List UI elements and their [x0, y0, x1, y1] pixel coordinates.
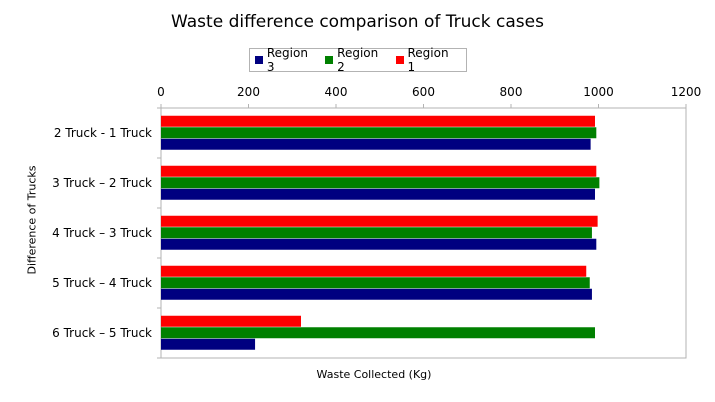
y-tick-label: 3 Truck – 2 Truck	[52, 176, 152, 190]
bar-region-2-4-truck-3-truck	[161, 227, 592, 239]
x-axis-label: Waste Collected (Kg)	[316, 368, 432, 381]
bar-region-3-2-truck-1-truck	[161, 138, 591, 150]
bar-region-2-2-truck-1-truck	[161, 127, 597, 139]
bar-region-1-2-truck-1-truck	[161, 115, 595, 127]
bar-region-1-4-truck-3-truck	[161, 215, 598, 227]
bar-region-1-5-truck-4-truck	[161, 265, 587, 277]
legend-swatch-region-2	[325, 56, 334, 64]
y-axis-label: Difference of Trucks	[25, 165, 39, 275]
legend-swatch-region-3	[255, 56, 263, 64]
bar-region-3-5-truck-4-truck	[161, 288, 592, 300]
legend: Region 3 Region 2 Region 1	[249, 46, 467, 74]
legend-item-region-3: Region 3	[255, 46, 318, 74]
y-tick-label: 4 Truck – 3 Truck	[52, 226, 152, 240]
legend-swatch-region-1	[395, 56, 404, 64]
legend-label-region-3: Region 3	[266, 46, 308, 74]
x-tick-label: 800	[500, 85, 523, 99]
bar-region-1-3-truck-2-truck	[161, 165, 597, 177]
x-tick-label: 200	[237, 85, 260, 99]
bar-region-2-3-truck-2-truck	[161, 177, 600, 189]
legend-item-region-1: Region 1	[395, 46, 459, 74]
x-tick-label: 1000	[583, 85, 614, 99]
legend-label-region-2: Region 2	[337, 46, 379, 74]
y-tick-label: 6 Truck – 5 Truck	[52, 326, 152, 340]
x-tick-label: 0	[157, 85, 165, 99]
y-tick-label: 2 Truck - 1 Truck	[54, 126, 152, 140]
bar-region-1-6-truck-5-truck	[161, 315, 301, 327]
legend-item-region-2: Region 2	[325, 46, 388, 74]
x-tick-label: 600	[412, 85, 435, 99]
bar-region-2-6-truck-5-truck	[161, 327, 595, 339]
bar-region-3-3-truck-2-truck	[161, 188, 595, 200]
bar-region-3-6-truck-5-truck	[161, 338, 256, 350]
x-tick-label: 1200	[671, 85, 702, 99]
chart-title: Waste difference comparison of Truck cas…	[171, 12, 544, 32]
bar-region-3-4-truck-3-truck	[161, 238, 597, 250]
y-tick-label: 5 Truck – 4 Truck	[52, 276, 152, 290]
legend-label-region-1: Region 1	[407, 46, 449, 74]
bar-region-2-5-truck-4-truck	[161, 277, 590, 289]
x-tick-label: 400	[325, 85, 348, 99]
